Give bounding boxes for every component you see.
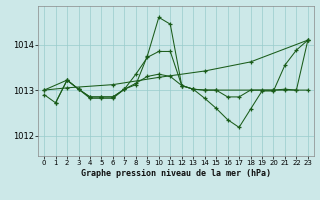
X-axis label: Graphe pression niveau de la mer (hPa): Graphe pression niveau de la mer (hPa) [81,169,271,178]
